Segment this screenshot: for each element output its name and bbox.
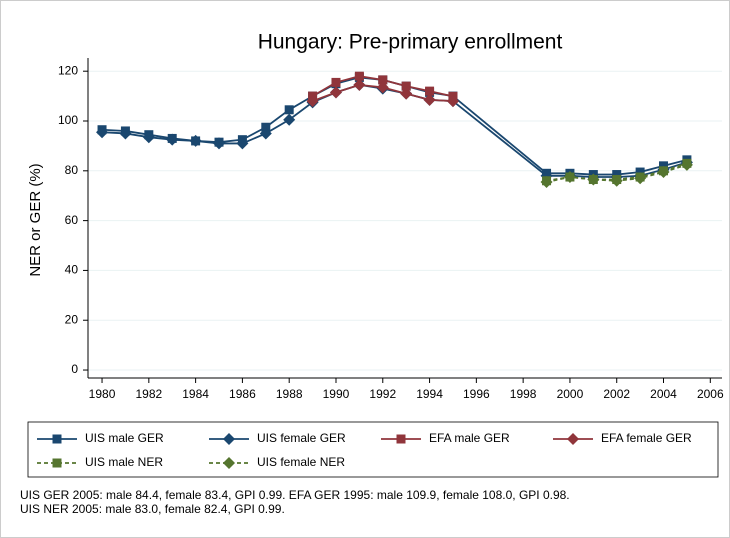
x-tick-label: 1992	[369, 387, 396, 401]
marker	[353, 78, 366, 91]
y-tick-label: 60	[65, 213, 79, 227]
y-tick-label: 100	[58, 113, 78, 127]
x-tick-label: 1984	[182, 387, 209, 401]
note: UIS GER 2005: male 84.4, female 83.4, GP…	[20, 488, 570, 502]
chart-title: Hungary: Pre-primary enrollment	[258, 31, 563, 54]
marker	[378, 75, 388, 85]
marker	[306, 95, 319, 108]
marker	[331, 77, 341, 87]
marker	[52, 458, 62, 468]
y-tick-label: 0	[71, 362, 78, 376]
marker	[540, 176, 553, 189]
marker	[423, 93, 436, 106]
x-tick-label: 1980	[89, 387, 116, 401]
marker	[96, 126, 109, 139]
marker	[236, 137, 249, 150]
legend-box	[27, 421, 719, 478]
y-tick-label: 40	[65, 263, 79, 277]
y-tick-label: 20	[65, 312, 79, 326]
x-tick-label: 1994	[416, 387, 443, 401]
marker	[446, 95, 459, 108]
marker	[587, 173, 600, 186]
legend-label: UIS male GER	[85, 431, 164, 445]
legend-label: UIS female NER	[257, 455, 345, 469]
x-tick-label: 2000	[557, 387, 584, 401]
x-tick-label: 2004	[650, 387, 677, 401]
x-tick-label: 2002	[603, 387, 630, 401]
marker	[396, 434, 406, 444]
marker	[142, 131, 155, 144]
marker	[223, 457, 235, 469]
marker	[657, 166, 670, 179]
marker	[261, 122, 271, 132]
marker	[354, 71, 364, 81]
marker	[213, 137, 226, 150]
marker	[680, 158, 693, 171]
marker	[376, 81, 389, 94]
legend-label: EFA male GER	[429, 431, 510, 445]
y-tick-label: 120	[58, 63, 78, 77]
legend-label: UIS male NER	[85, 455, 163, 469]
legend-label: UIS female GER	[257, 431, 346, 445]
marker	[400, 87, 413, 100]
marker	[283, 113, 296, 126]
marker	[329, 86, 342, 99]
marker	[401, 81, 411, 91]
marker	[259, 127, 272, 140]
marker	[166, 133, 179, 146]
x-tick-label: 1996	[463, 387, 490, 401]
x-tick-label: 1982	[135, 387, 162, 401]
x-tick-label: 2006	[697, 387, 724, 401]
marker	[634, 172, 647, 185]
legend-label: EFA female GER	[601, 431, 692, 445]
x-tick-label: 1998	[510, 387, 537, 401]
y-tick-label: 80	[65, 163, 79, 177]
y-axis-label: NER or GER (%)	[27, 163, 44, 276]
marker	[610, 174, 623, 187]
x-tick-label: 1990	[323, 387, 350, 401]
marker	[223, 433, 235, 445]
marker	[284, 105, 294, 115]
marker	[425, 86, 435, 96]
marker	[52, 434, 62, 444]
marker	[567, 433, 579, 445]
marker	[189, 134, 202, 147]
marker	[563, 171, 576, 184]
marker	[119, 127, 132, 140]
x-tick-label: 1988	[276, 387, 303, 401]
note: UIS NER 2005: male 83.0, female 82.4, GP…	[20, 502, 285, 516]
x-tick-label: 1986	[229, 387, 256, 401]
